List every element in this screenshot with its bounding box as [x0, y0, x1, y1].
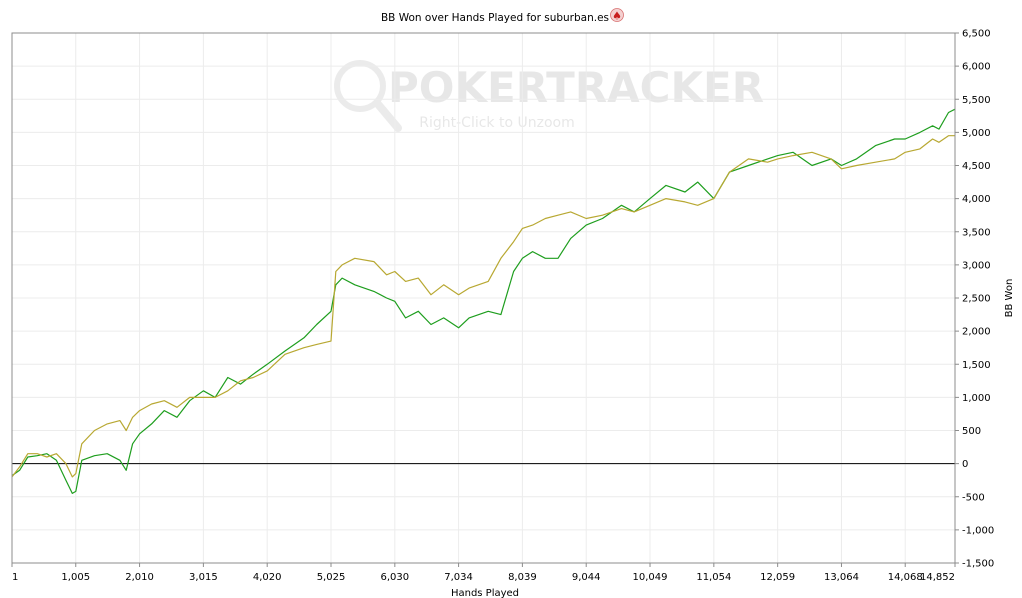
- x-tick-label: 1,005: [61, 572, 90, 583]
- y-tick-label: 2,500: [962, 294, 991, 305]
- watermark-brand: POKERTRACKER: [388, 63, 764, 112]
- x-tick-label: 8,039: [508, 572, 537, 583]
- x-tick-label: 1: [12, 572, 18, 583]
- y-tick-label: 3,000: [962, 260, 991, 271]
- y-tick-label: -500: [962, 492, 985, 503]
- chart-title: BB Won over Hands Played for suburban.es: [381, 12, 609, 24]
- x-tick-label: 13,064: [824, 572, 859, 583]
- y-tick-label: 2,000: [962, 327, 991, 338]
- y-tick-label: 6,000: [962, 62, 991, 73]
- y-tick-label: 500: [962, 426, 981, 437]
- y-tick-label: -1,500: [962, 559, 994, 570]
- series-line-2: [11, 135, 955, 478]
- x-tick-label: 12,059: [760, 572, 795, 583]
- y-tick-label: 1,000: [962, 393, 991, 404]
- y-tick-label: 1,500: [962, 360, 991, 371]
- x-tick-label: 11,054: [696, 572, 731, 583]
- x-tick-label: 10,049: [633, 572, 668, 583]
- x-tick-label: 2,010: [125, 572, 154, 583]
- svg-text:♠: ♠: [612, 10, 622, 23]
- x-axis-label: Hands Played: [451, 588, 519, 598]
- series-lines: [11, 108, 956, 494]
- series-line-1: [11, 108, 956, 494]
- y-tick-label: -1,000: [962, 525, 994, 536]
- x-tick-label: 14,852: [920, 572, 955, 583]
- x-tick-label: 14,068: [888, 572, 923, 583]
- x-tick-label: 6,030: [381, 572, 410, 583]
- x-axis-ticks: 1 1,005 2,010 3,015 4,020 5,025 6,030 7,034 8,03…: [11, 563, 956, 583]
- x-tick-label: 9,044: [572, 572, 601, 583]
- y-tick-label: 0: [962, 459, 968, 470]
- y-tick-label: 3,500: [962, 227, 991, 238]
- x-tick-label: 7,034: [444, 572, 473, 583]
- x-tick-label: 3,015: [189, 572, 218, 583]
- watermark-hint: Right-Click to Unzoom: [419, 115, 574, 131]
- magnifier-icon: [334, 60, 386, 112]
- y-tick-label: 6,500: [962, 29, 991, 40]
- y-tick-label: 5,000: [962, 128, 991, 139]
- y-tick-label: 5,500: [962, 95, 991, 106]
- x-tick-label: 5,025: [317, 572, 346, 583]
- x-tick-label: 4,020: [253, 572, 282, 583]
- y-axis-label: BB Won: [1004, 279, 1015, 318]
- y-axis-ticks: -1,500 -1,000 -500 0 500 1,000 1,500 2,000 2,500…: [955, 29, 994, 570]
- y-tick-label: 4,500: [962, 161, 991, 172]
- y-tick-label: 4,000: [962, 194, 991, 205]
- spade-icon: ♠: [610, 8, 624, 23]
